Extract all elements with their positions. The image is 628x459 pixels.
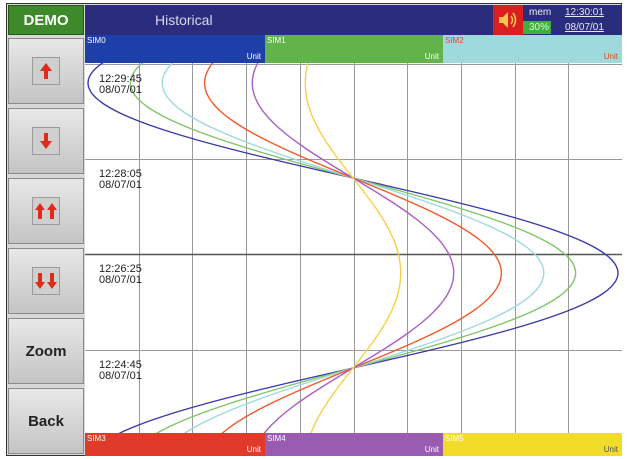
- trace-sim2: [161, 63, 545, 433]
- channel-name: SIM5: [445, 434, 464, 443]
- page-down-button[interactable]: [8, 248, 84, 314]
- speaker-icon: [499, 12, 517, 28]
- memory-percent: 30%: [529, 22, 550, 33]
- zoom-button-label: Zoom: [25, 342, 67, 360]
- channel-bar-sim1[interactable]: SIM1 Unit: [265, 35, 443, 63]
- recorder-screen: DEMO Zoom Back Historical: [6, 3, 622, 456]
- double-down-arrow-icon: [32, 267, 60, 295]
- trend-plot-svg: [85, 63, 622, 433]
- channel-bar-sim4[interactable]: SIM4 Unit: [265, 433, 443, 456]
- trace-sim5: [304, 63, 402, 433]
- channel-bar-sim5[interactable]: SIM5 Unit: [443, 433, 622, 456]
- clock-time: 12:30:01: [565, 7, 604, 18]
- page-title: Historical: [155, 12, 213, 28]
- trace-sim1: [129, 63, 577, 433]
- memory-label: mem: [529, 7, 552, 18]
- timestamp-label: 12:28:05 08/07/01: [99, 168, 142, 191]
- header-bar: Historical mem 30% 12:30:01 08/07/01: [85, 5, 622, 35]
- trace-sim3: [203, 63, 503, 433]
- scroll-up-button[interactable]: [8, 38, 84, 104]
- scroll-down-button[interactable]: [8, 108, 84, 174]
- alarm-speaker-button[interactable]: [493, 5, 523, 35]
- down-arrow-icon: [32, 127, 60, 155]
- channel-bar-sim0[interactable]: SIM0 Unit: [85, 35, 265, 63]
- zoom-button[interactable]: Zoom: [8, 318, 84, 384]
- channel-bar-sim3[interactable]: SIM3 Unit: [85, 433, 265, 456]
- back-button[interactable]: Back: [8, 388, 84, 454]
- channel-name: SIM1: [267, 36, 286, 45]
- channel-name: SIM3: [87, 434, 106, 443]
- clock-date: 08/07/01: [565, 22, 604, 33]
- channel-unit: Unit: [246, 445, 261, 454]
- memory-level-bar: [523, 21, 551, 34]
- demo-badge: DEMO: [8, 5, 84, 35]
- channel-name: SIM2: [445, 36, 464, 45]
- channel-unit: Unit: [246, 52, 261, 61]
- page-up-button[interactable]: [8, 178, 84, 244]
- back-button-label: Back: [28, 412, 64, 430]
- timestamp-label: 12:29:45 08/07/01: [99, 73, 142, 96]
- up-arrow-icon: [32, 57, 60, 85]
- channel-unit: Unit: [424, 52, 439, 61]
- trace-sim0: [87, 63, 619, 433]
- channel-unit: Unit: [603, 445, 618, 454]
- channel-bar-sim2[interactable]: SIM2 Unit: [443, 35, 622, 63]
- timestamp-label: 12:24:45 08/07/01: [99, 359, 142, 382]
- trace-sim4: [251, 63, 455, 433]
- channel-unit: Unit: [603, 52, 618, 61]
- double-up-arrow-icon: [32, 197, 60, 225]
- timestamp-label: 12:26:25 08/07/01: [99, 263, 142, 286]
- trend-plot[interactable]: 12:29:45 08/07/01 12:28:05 08/07/01 12:26:…: [85, 63, 622, 433]
- channel-name: SIM4: [267, 434, 286, 443]
- channel-unit: Unit: [424, 445, 439, 454]
- channel-name: SIM0: [87, 36, 106, 45]
